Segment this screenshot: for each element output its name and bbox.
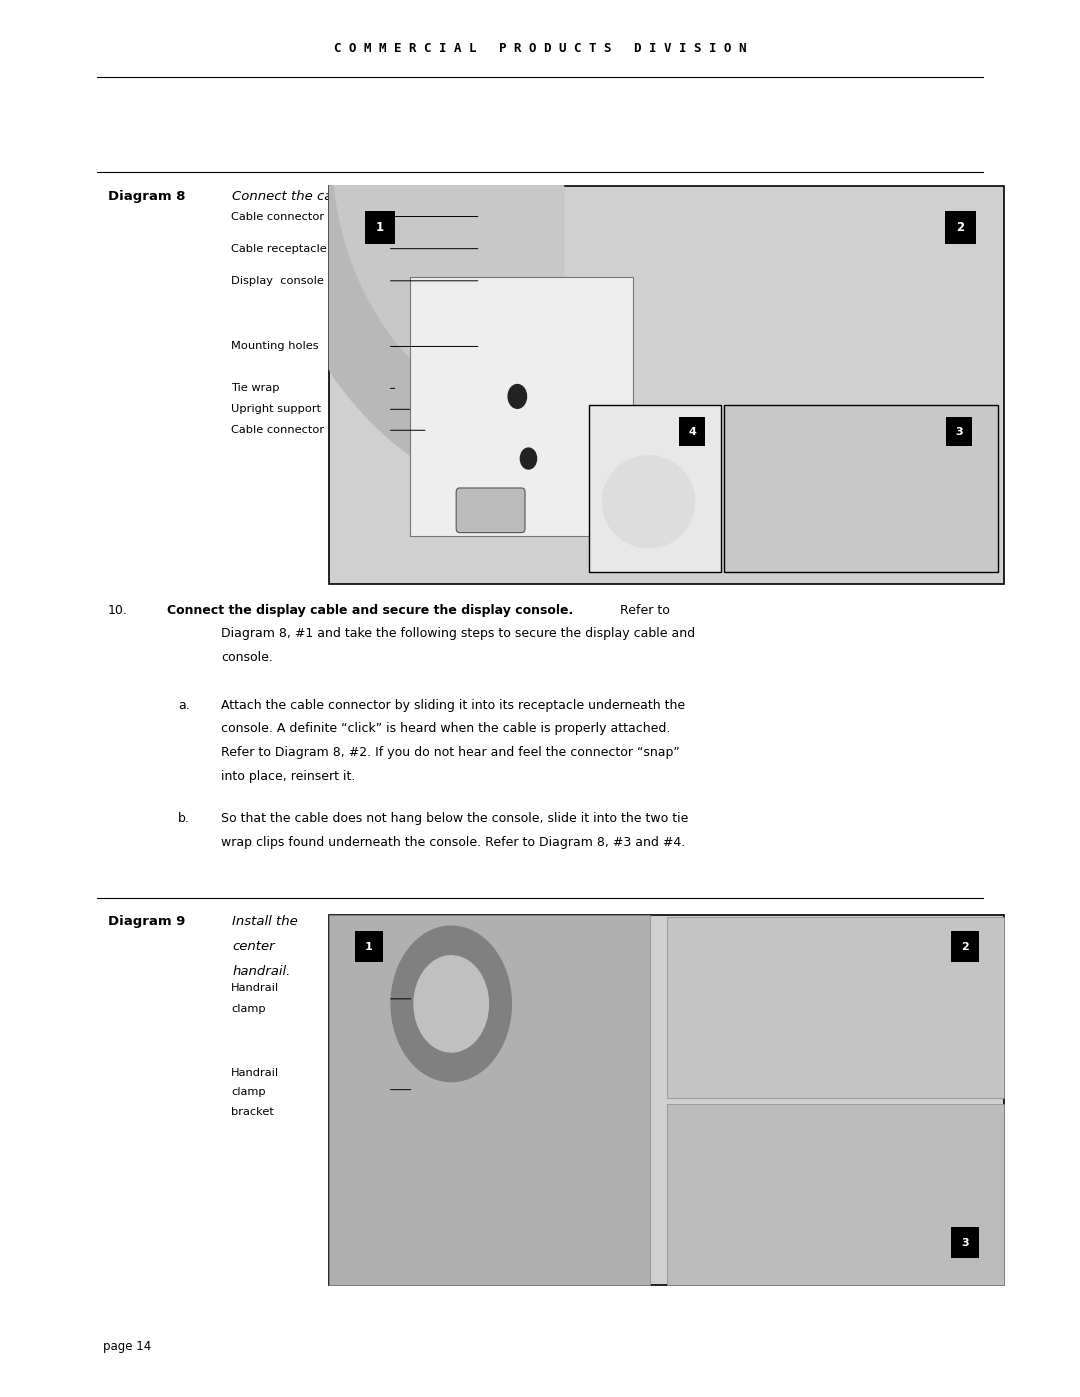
FancyBboxPatch shape: [945, 211, 975, 244]
Text: 3: 3: [956, 426, 963, 436]
Text: Connect the display cable and secure the display console.: Connect the display cable and secure the…: [167, 604, 573, 616]
Text: 3: 3: [961, 1238, 969, 1248]
Polygon shape: [329, 186, 559, 511]
Ellipse shape: [603, 455, 694, 548]
Circle shape: [521, 448, 537, 469]
FancyBboxPatch shape: [329, 186, 1004, 584]
Text: 2: 2: [961, 942, 969, 951]
Text: Diagram 9: Diagram 9: [108, 915, 186, 928]
Text: a.: a.: [178, 698, 190, 711]
FancyBboxPatch shape: [667, 1104, 1004, 1285]
Text: Connect the cable.: Connect the cable.: [232, 190, 357, 203]
Text: 1: 1: [376, 221, 384, 235]
FancyBboxPatch shape: [946, 416, 972, 446]
FancyBboxPatch shape: [365, 211, 395, 244]
Text: 1: 1: [365, 942, 373, 951]
Text: Cable receptacle: Cable receptacle: [231, 243, 327, 254]
Circle shape: [391, 926, 511, 1081]
Text: Refer to Diagram 8, #2. If you do not hear and feel the connector “snap”: Refer to Diagram 8, #2. If you do not he…: [221, 746, 680, 759]
Polygon shape: [333, 186, 564, 433]
FancyBboxPatch shape: [725, 405, 998, 571]
Text: 2: 2: [957, 221, 964, 235]
Text: Cable connector: Cable connector: [231, 211, 324, 222]
FancyBboxPatch shape: [951, 932, 980, 963]
Text: handrail.: handrail.: [232, 965, 291, 978]
FancyBboxPatch shape: [679, 416, 705, 446]
Text: Upright support: Upright support: [231, 404, 321, 415]
FancyBboxPatch shape: [951, 1228, 980, 1259]
Text: Attach the cable connector by sliding it into its receptacle underneath the: Attach the cable connector by sliding it…: [221, 698, 686, 711]
Text: clamp: clamp: [231, 1003, 266, 1014]
FancyBboxPatch shape: [667, 916, 1004, 1098]
Circle shape: [508, 384, 527, 408]
Circle shape: [414, 956, 488, 1052]
Text: 4: 4: [688, 426, 696, 436]
FancyBboxPatch shape: [410, 278, 633, 536]
Text: b.: b.: [178, 813, 190, 826]
Text: Cable connector: Cable connector: [231, 425, 324, 436]
Text: Install the: Install the: [232, 915, 298, 928]
Text: Mounting holes: Mounting holes: [231, 341, 319, 352]
FancyBboxPatch shape: [329, 915, 1004, 1285]
Text: Diagram 8: Diagram 8: [108, 190, 186, 203]
Text: Tie wrap: Tie wrap: [231, 383, 280, 394]
Text: wrap clips found underneath the console. Refer to Diagram 8, #3 and #4.: wrap clips found underneath the console.…: [221, 837, 686, 849]
Text: center: center: [232, 940, 274, 953]
Text: Diagram 8, #1 and take the following steps to secure the display cable and: Diagram 8, #1 and take the following ste…: [221, 627, 696, 640]
Text: Handrail: Handrail: [231, 1067, 280, 1078]
FancyBboxPatch shape: [590, 405, 721, 571]
FancyBboxPatch shape: [329, 915, 650, 1285]
FancyBboxPatch shape: [456, 488, 525, 532]
Text: 10.: 10.: [108, 604, 127, 616]
Text: clamp: clamp: [231, 1087, 266, 1098]
FancyBboxPatch shape: [354, 932, 382, 963]
Text: Refer to: Refer to: [616, 604, 670, 616]
Text: console. A definite “click” is heard when the cable is properly attached.: console. A definite “click” is heard whe…: [221, 722, 671, 735]
Text: page 14: page 14: [103, 1340, 151, 1354]
Text: bracket: bracket: [231, 1106, 274, 1118]
Text: console.: console.: [221, 651, 273, 664]
Text: Display  console: Display console: [231, 275, 324, 286]
Text: Handrail: Handrail: [231, 982, 280, 993]
Text: So that the cable does not hang below the console, slide it into the two tie: So that the cable does not hang below th…: [221, 813, 689, 826]
Text: C O M M E R C I A L   P R O D U C T S   D I V I S I O N: C O M M E R C I A L P R O D U C T S D I …: [334, 42, 746, 56]
Text: into place, reinsert it.: into place, reinsert it.: [221, 770, 355, 782]
